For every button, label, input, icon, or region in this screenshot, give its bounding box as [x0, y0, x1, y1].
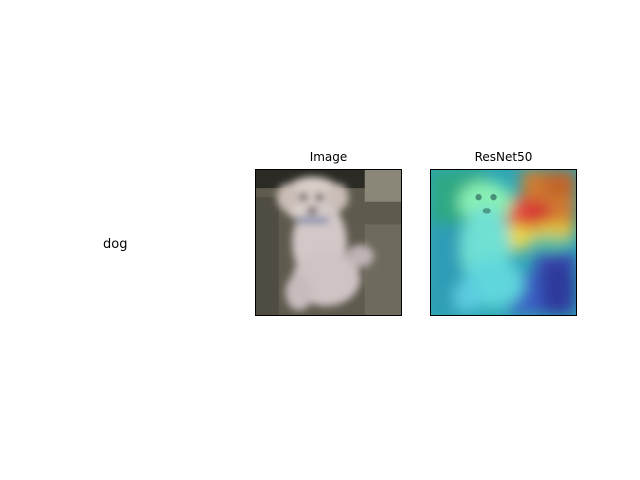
resnet-panel-title: ResNet50 — [474, 150, 533, 164]
dog-photo — [256, 170, 401, 315]
class-label: dog — [103, 237, 128, 252]
gradcam-heatmap — [431, 170, 576, 315]
original-image-panel — [255, 169, 402, 316]
image-panel-title: Image — [309, 150, 348, 164]
heatmap-panel — [430, 169, 577, 316]
